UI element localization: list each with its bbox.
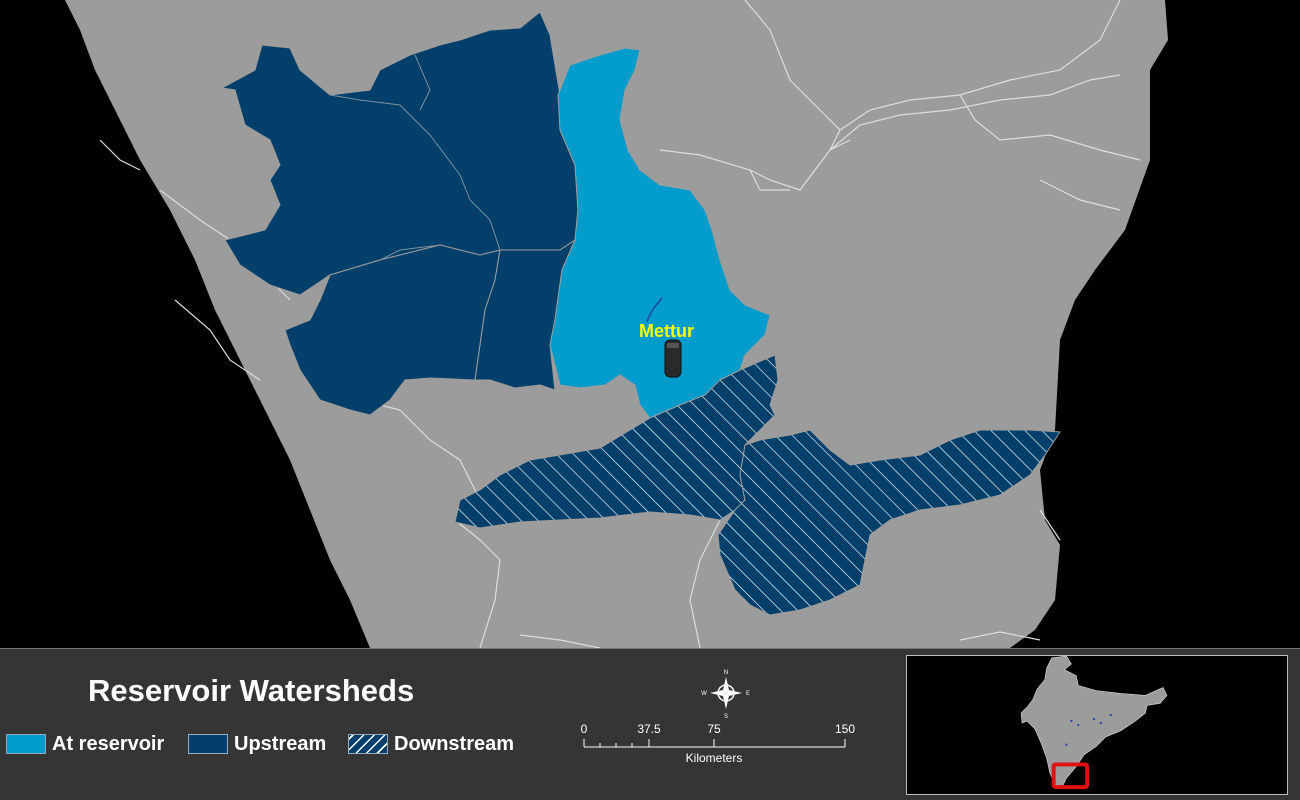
scale-units-label: Kilometers — [686, 751, 743, 765]
upstream-watershed-southwest[interactable] — [284, 244, 501, 416]
legend-label-downstream: Downstream — [394, 732, 515, 755]
scale-tick-label: 150 — [835, 722, 855, 736]
place-label-mettur: Mettur — [639, 321, 694, 341]
north-label: N — [724, 670, 728, 676]
inset-highlight-box — [1051, 762, 1090, 790]
legend-title: Reservoir Watersheds — [88, 673, 415, 708]
downstream-watersheds[interactable] — [454, 354, 1061, 616]
downstream-watershed-east[interactable] — [717, 429, 1061, 616]
inset-reservoir-points — [1065, 713, 1112, 746]
west-label: W — [701, 691, 707, 697]
scale-tick-label: 75 — [707, 722, 721, 736]
downstream-watershed-west[interactable] — [454, 354, 779, 529]
inset-india-outline — [1020, 656, 1168, 789]
dam-tower-icon[interactable] — [664, 339, 682, 378]
legend-item-at-reservoir: At reservoir — [6, 731, 164, 757]
compass-icon: N S E W — [701, 670, 750, 719]
swatch-at-reservoir — [6, 734, 46, 754]
main-map[interactable]: Mettur — [0, 0, 1300, 648]
scale-bar: 0 37.5 75 150 Kilometers — [581, 722, 856, 765]
south-label: S — [724, 714, 728, 719]
legend-label-at-reservoir: At reservoir — [52, 732, 165, 755]
scale-bar-ruler — [583, 739, 846, 748]
scale-tick-label: 37.5 — [637, 722, 661, 736]
legend-label-upstream: Upstream — [234, 732, 327, 755]
swatch-upstream — [188, 734, 228, 754]
legend-panel: Reservoir Watersheds At reservoir Upstre… — [0, 648, 1300, 800]
river-segment — [646, 297, 663, 323]
swatch-downstream — [348, 734, 388, 754]
legend-item-downstream: Downstream — [348, 731, 514, 757]
upstream-watersheds[interactable] — [220, 11, 579, 416]
scale-tick-label: 0 — [581, 722, 588, 736]
legend-item-upstream: Upstream — [188, 731, 326, 757]
east-label: E — [746, 691, 750, 697]
inset-locator-map[interactable] — [906, 655, 1288, 795]
